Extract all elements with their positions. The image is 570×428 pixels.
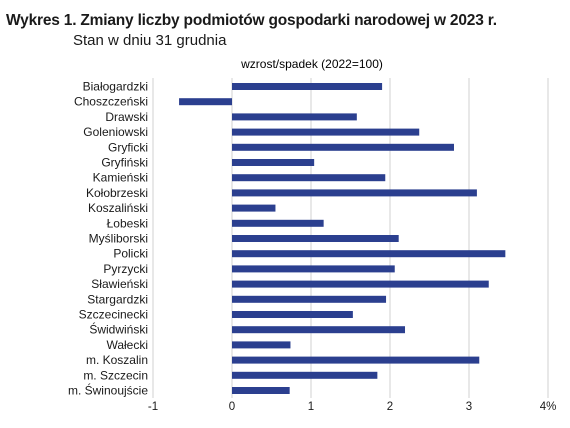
bar	[232, 219, 324, 227]
bar	[232, 265, 395, 273]
x-tick-label: 2	[387, 401, 393, 413]
category-label: Łobeski	[107, 216, 148, 230]
chart-title: Wykres 1. Zmiany liczby podmiotów gospod…	[6, 12, 497, 29]
x-tick-label: -1	[148, 401, 158, 413]
category-label: Koszaliński	[88, 201, 148, 215]
bar	[232, 159, 315, 166]
series-label: wzrost/spadek (2022=100)	[240, 57, 383, 71]
bar	[232, 311, 353, 318]
category-label: Białogardzki	[83, 80, 148, 94]
category-label: Goleniowski	[83, 125, 148, 139]
category-label: Policki	[113, 247, 148, 261]
bar	[232, 83, 383, 90]
category-label: Sławieński	[91, 277, 148, 291]
x-tick-label: 1	[308, 401, 314, 413]
bar	[232, 295, 387, 303]
x-tick-label: 4%	[540, 401, 557, 413]
category-label: Kołobrzeski	[86, 186, 148, 200]
category-label: Gryficki	[108, 140, 148, 154]
category-label: Szczecinecki	[79, 308, 148, 322]
bar	[232, 189, 477, 197]
x-tick-label: 3	[466, 401, 472, 413]
bar	[179, 98, 232, 106]
category-label: Myśliborski	[89, 232, 148, 246]
bar	[232, 371, 378, 379]
category-label: Świdwiński	[89, 322, 148, 337]
bar	[232, 356, 480, 364]
category-label: Gryfiński	[101, 156, 148, 170]
chart-subtitle: Stan w dniu 31 grudnia	[73, 32, 227, 49]
category-label: Stargardzki	[87, 292, 148, 306]
bar	[232, 204, 276, 212]
x-tick-labels: -1 0 1 2 3 4%	[148, 401, 556, 413]
bars	[179, 83, 506, 394]
category-label: Pyrzycki	[103, 262, 148, 276]
category-label: Kamieński	[93, 171, 148, 185]
category-label: Wałecki	[106, 338, 148, 352]
category-label: m. Szczecin	[83, 368, 148, 382]
x-tick-label: 0	[229, 401, 235, 413]
bar	[232, 113, 357, 121]
category-label: Drawski	[105, 110, 148, 124]
bar	[232, 174, 386, 182]
bar	[232, 341, 291, 349]
bar	[232, 235, 399, 242]
category-label: m. Koszalin	[86, 353, 148, 367]
bar	[232, 128, 420, 136]
category-label: Choszczeński	[74, 95, 148, 109]
bar	[232, 387, 290, 394]
bar	[232, 250, 506, 258]
bar	[232, 143, 454, 151]
bar	[232, 280, 489, 288]
category-label: m. Świnoujście	[68, 383, 148, 398]
category-labels: BiałogardzkiChoszczeńskiDrawskiGoleniows…	[68, 80, 148, 398]
bar	[232, 326, 406, 334]
